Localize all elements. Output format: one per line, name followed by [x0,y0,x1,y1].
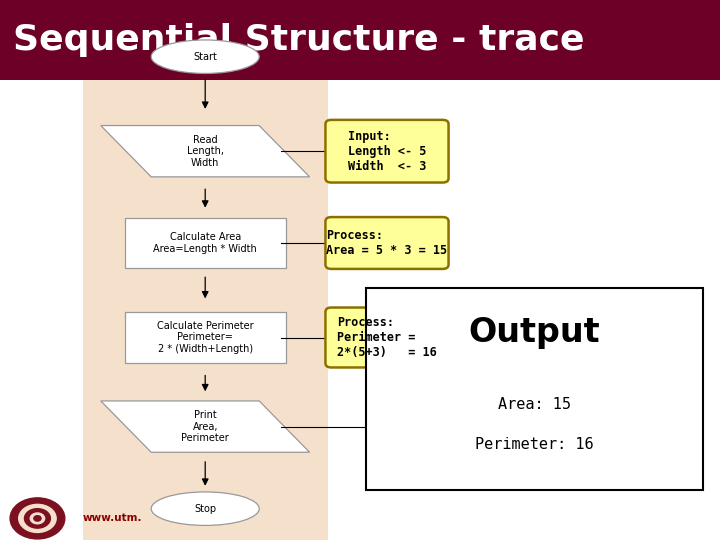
Ellipse shape [151,40,259,73]
FancyBboxPatch shape [325,217,449,269]
Text: Sequential Structure - trace: Sequential Structure - trace [13,23,585,57]
Text: Input:
Length <- 5
Width  <- 3: Input: Length <- 5 Width <- 3 [348,130,426,173]
FancyBboxPatch shape [325,308,449,367]
Text: Print
Area,
Perimeter: Print Area, Perimeter [181,410,229,443]
Text: Stop: Stop [194,504,216,514]
Circle shape [24,509,50,528]
Text: Calculate Area
Area=Length * Width: Calculate Area Area=Length * Width [153,232,257,254]
Text: Perimeter: 16: Perimeter: 16 [475,437,594,452]
Circle shape [34,516,41,521]
Circle shape [30,513,45,524]
Text: Area: 15: Area: 15 [498,397,571,412]
FancyBboxPatch shape [125,312,286,363]
Text: Output: Output [469,316,600,349]
FancyBboxPatch shape [125,218,286,268]
Text: www.utm.: www.utm. [83,514,143,523]
Polygon shape [101,401,310,453]
Polygon shape [101,126,310,177]
FancyBboxPatch shape [325,120,449,183]
Text: Start: Start [193,52,217,62]
FancyBboxPatch shape [366,288,703,490]
Text: Process:
Area = 5 * 3 = 15: Process: Area = 5 * 3 = 15 [326,229,448,257]
Text: Read
Length,
Width: Read Length, Width [186,134,224,168]
FancyBboxPatch shape [0,0,720,80]
Ellipse shape [151,492,259,525]
FancyBboxPatch shape [83,80,328,540]
Text: Calculate Perimeter
Perimeter=
2 * (Width+Length): Calculate Perimeter Perimeter= 2 * (Widt… [157,321,253,354]
Circle shape [10,498,65,539]
Circle shape [19,504,56,532]
Text: Process:
Perimeter =
2*(5+3)   = 16: Process: Perimeter = 2*(5+3) = 16 [337,316,437,359]
